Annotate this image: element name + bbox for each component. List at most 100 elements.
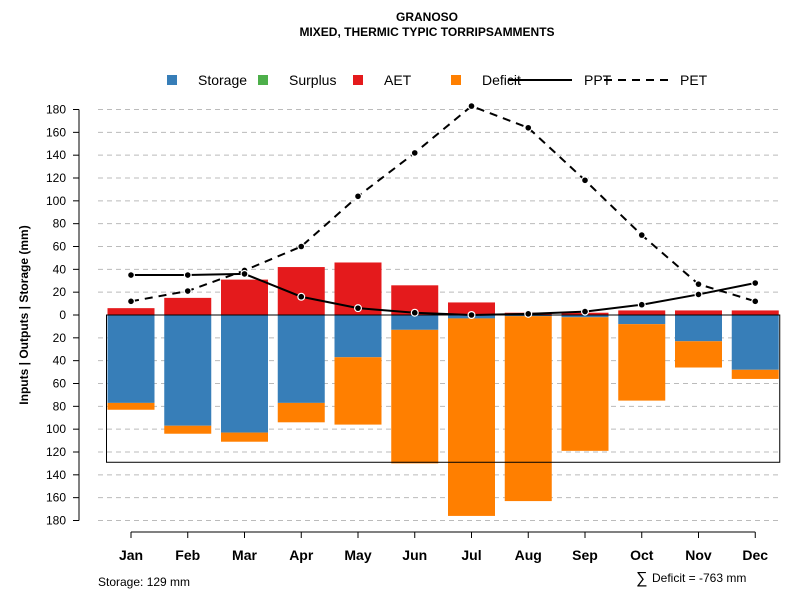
x-tick-label: May [344,547,371,563]
legend-label-aet: AET [384,72,412,88]
x-tick-label: Feb [175,547,200,563]
chart-subtitle: MIXED, THERMIC TYPIC TORRIPSAMMENTS [299,25,554,39]
bar-deficit [277,402,325,423]
y-tick-label: 0 [59,308,66,322]
y-tick-label: 100 [46,422,66,436]
footer: Storage: 129 mm ∑ Deficit = -763 mm [98,570,746,589]
bar-aet [618,310,666,315]
pet-point [525,124,532,131]
pet-point [298,243,305,250]
ppt-point [752,280,759,286]
legend-label-surplus: Surplus [289,72,336,88]
ppt-point [355,305,361,311]
y-tick-label: 120 [46,445,66,459]
bar-storage [391,315,439,330]
bar-aet [221,279,268,315]
legend-swatch-deficit [451,75,461,85]
bar-deficit [391,329,439,464]
bar-storage [164,315,212,426]
pet-point [355,193,361,200]
bar-aet [448,302,495,315]
bar-aet [731,310,779,315]
legend-label-pet: PET [680,72,708,88]
chart-title: GRANOSO [396,10,458,24]
ppt-point [468,312,475,318]
y-tick-label: 60 [53,376,67,390]
ppt-point [638,301,645,308]
bar-storage [618,315,666,325]
x-tick-label: Jun [402,547,427,563]
y-tick-label: 20 [53,331,67,345]
gridlines [98,109,782,521]
pet-point [695,281,702,287]
deficit-sum-symbol: ∑ [636,570,647,587]
x-tick-label: Apr [289,547,314,563]
x-tick-label: Nov [685,547,712,563]
x-tick-label: Aug [515,547,542,563]
bar-deficit [504,316,552,502]
y-tick-label: 140 [46,148,66,162]
y-tick-label: 140 [46,468,66,482]
ppt-point [184,272,191,278]
y-tick-label: 20 [53,285,67,299]
pet-point [468,103,475,109]
y-tick-label: 160 [46,125,66,139]
pet-point [411,150,418,156]
bar-storage [731,315,779,370]
pet-point [128,298,134,305]
y-tick-label: 100 [46,194,66,208]
x-tick-label: Mar [232,547,257,563]
ppt-point [582,308,588,315]
y-tick-label: 160 [46,491,66,505]
ppt-point [525,311,532,317]
legend-swatch-surplus [258,75,268,85]
bar-deficit [221,432,268,442]
y-axis: 180 160 140 120 100 80 60 40 20 0 20 40 60 80 100 120 14… [46,103,80,527]
legend-label-ppt: PPT [584,72,612,88]
bar-deficit [448,318,495,516]
y-tick-label: 180 [46,513,66,527]
chart-header: GRANOSO MIXED, THERMIC TYPIC TORRIPSAMME… [299,10,554,39]
ppt-point [695,291,702,298]
bar-aet [164,297,212,315]
legend: Storage Surplus AET Deficit PPT PET [167,72,708,88]
bar-deficit [561,317,609,451]
lines [127,102,760,319]
bar-storage [675,315,722,342]
x-axis: Jan Feb Mar Apr May Jun Jul Aug Sep Oct Nov Dec [119,531,768,563]
plot-frame [106,314,781,463]
pet-point [184,288,191,294]
y-axis-label: Inputs | Outputs | Storage (mm) [17,225,31,404]
bars [107,262,779,516]
bar-storage [221,315,268,433]
legend-label-deficit: Deficit [482,72,521,88]
legend-swatch-aet [353,75,363,85]
ppt-point [128,272,134,278]
bar-deficit [675,341,722,368]
deficit-total: Deficit = -763 mm [652,571,746,585]
ppt-point [298,293,305,300]
y-tick-label: 80 [53,217,67,231]
x-tick-label: Jul [461,547,481,563]
bar-aet [107,308,155,315]
bar-deficit [107,402,155,410]
ppt-point [241,271,248,277]
pet-point [752,298,759,305]
bar-storage [334,315,382,358]
bar-storage [107,315,155,403]
bar-storage [277,315,325,403]
x-tick-label: Jan [119,547,143,563]
x-tick-label: Dec [742,547,768,563]
pet-point [582,177,588,184]
bar-storage [561,315,609,318]
bar-deficit [731,369,779,379]
y-tick-label: 80 [53,399,67,413]
legend-swatch-storage [167,75,177,85]
bar-aet [675,310,722,315]
y-tick-label: 40 [53,262,67,276]
ppt-point [411,309,418,316]
y-tick-label: 180 [46,103,66,117]
storage-note: Storage: 129 mm [98,575,190,589]
y-tick-label: 40 [53,354,67,368]
